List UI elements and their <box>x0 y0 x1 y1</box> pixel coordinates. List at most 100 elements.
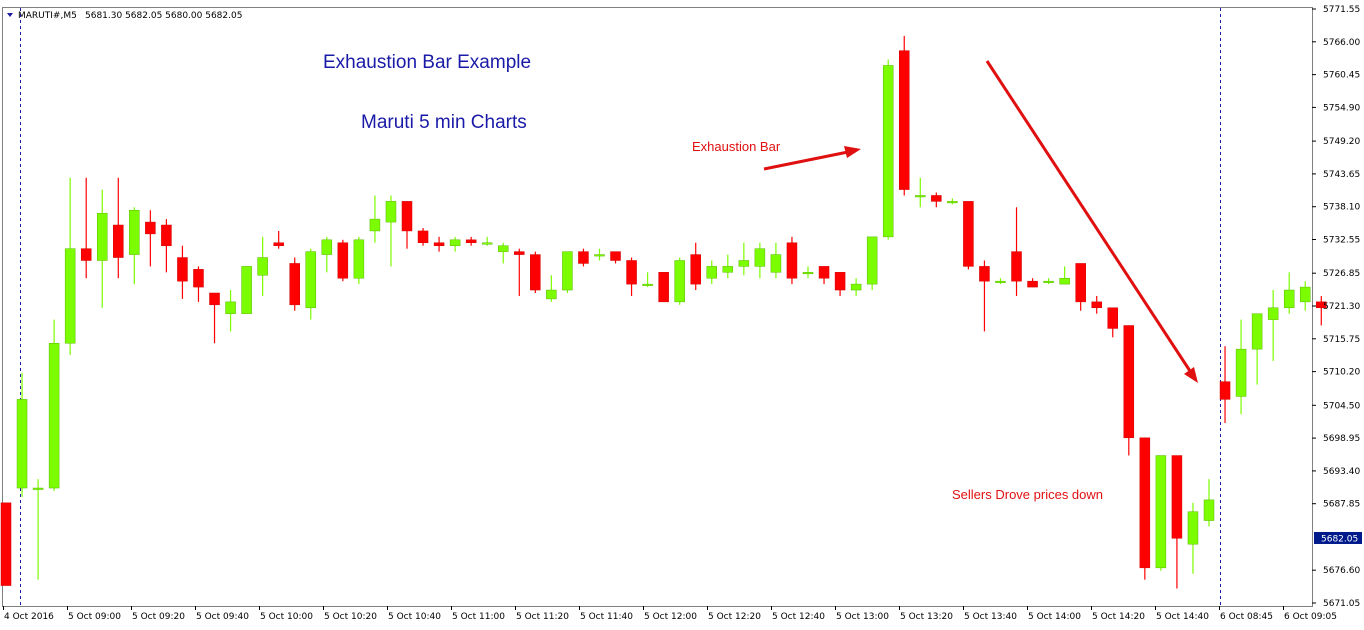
candle <box>1299 281 1311 311</box>
annotation-sellers-arrowhead <box>1184 367 1198 383</box>
ohlc-label: 5681.30 5682.05 5680.00 5682.05 <box>85 11 242 21</box>
candle <box>305 248 317 320</box>
candle <box>417 227 429 246</box>
candle <box>1203 479 1215 527</box>
annotation-sellers: Sellers Drove prices down <box>952 60 1198 502</box>
candle <box>465 236 477 246</box>
candle-body <box>0 502 12 586</box>
annotation-exhaustion-label: Exhaustion Bar <box>692 139 781 154</box>
candle <box>786 236 798 285</box>
annotation-exhaustion: Exhaustion Bar <box>692 139 861 171</box>
candle-body <box>578 251 589 264</box>
x-tick-label: 5 Oct 11:40 <box>580 612 633 622</box>
candle-body <box>1251 313 1263 350</box>
candle <box>963 201 974 270</box>
candle-body <box>193 269 204 288</box>
candle <box>497 242 509 264</box>
candle <box>64 177 76 356</box>
candle-body <box>113 224 124 258</box>
candle-body <box>1267 307 1279 320</box>
candle <box>1091 295 1102 314</box>
candle-body <box>834 272 846 291</box>
candle-body <box>225 301 236 314</box>
candle-body <box>32 487 44 490</box>
candle-body <box>289 263 300 306</box>
candle-body <box>770 254 782 273</box>
candle-body <box>594 254 605 257</box>
chart-title: Exhaustion Bar Example <box>323 52 531 73</box>
candle-body <box>129 210 140 255</box>
x-tick-label: 5 Oct 11:00 <box>452 612 505 622</box>
candle <box>337 239 349 282</box>
candle-body <box>1283 289 1295 309</box>
candle <box>642 272 653 288</box>
candle <box>1123 325 1135 456</box>
candle-body <box>738 260 750 267</box>
y-tick-label: 5760.45 <box>1323 71 1360 81</box>
header-dropdown-icon[interactable] <box>7 13 13 17</box>
candle <box>931 192 942 208</box>
candle-body <box>1203 499 1215 521</box>
candle <box>514 248 525 296</box>
y-tick-label: 5676.60 <box>1323 566 1360 576</box>
current-price-badge <box>1314 531 1362 544</box>
candle-body <box>449 239 461 246</box>
candle-body <box>433 242 445 246</box>
x-axis: 4 Oct 2016 5 Oct 09:00 5 Oct 09:20 5 Oct 09… <box>3 606 1337 622</box>
candle-body <box>514 251 525 255</box>
candle-body <box>273 242 284 246</box>
y-tick-label: 5710.20 <box>1323 368 1360 378</box>
candle <box>546 275 557 302</box>
candle <box>1155 455 1167 571</box>
candle <box>0 502 12 586</box>
candle <box>530 251 541 293</box>
candles <box>0 35 1327 589</box>
y-tick-label: 5715.75 <box>1323 335 1360 345</box>
annotation-sellers-label: Sellers Drove prices down <box>952 487 1103 502</box>
candle <box>1283 272 1295 314</box>
y-tick-label: 5766.00 <box>1323 38 1360 48</box>
y-tick-label: 5698.95 <box>1323 434 1360 444</box>
plot-frame <box>2 7 1313 607</box>
annotation-sellers-arrow <box>985 60 1192 372</box>
x-tick-label: 5 Oct 10:00 <box>260 612 313 622</box>
chart-header: MARUTI#,M5 5681.30 5682.05 5680.00 5682.… <box>7 11 242 21</box>
candle-body <box>850 283 862 291</box>
candle-body <box>96 212 108 261</box>
x-tick-label: 5 Oct 09:40 <box>196 612 249 622</box>
candle <box>738 242 750 276</box>
candle-body <box>690 254 701 285</box>
x-tick-label: 5 Oct 10:20 <box>324 612 377 622</box>
x-tick-label: 5 Oct 09:00 <box>68 612 121 622</box>
candle <box>113 177 124 279</box>
candle-body <box>546 289 557 300</box>
candle-body <box>1123 325 1135 439</box>
candle <box>915 177 926 208</box>
candle-body <box>915 195 926 198</box>
candle <box>1171 455 1183 589</box>
x-tick-label: 5 Oct 12:20 <box>708 612 761 622</box>
chart-subtitle: Maruti 5 min Charts <box>361 112 527 133</box>
candle-body <box>16 399 28 489</box>
candle <box>594 248 605 261</box>
candle-body <box>754 248 766 267</box>
candle <box>690 242 701 291</box>
candle <box>289 257 300 311</box>
candle-body <box>818 266 830 279</box>
candle <box>658 272 669 303</box>
candle-body <box>1027 280 1038 288</box>
candle-body <box>161 224 172 246</box>
candle <box>674 257 685 305</box>
candle-body <box>1011 251 1022 282</box>
x-tick-label: 5 Oct 14:20 <box>1092 612 1145 622</box>
candle-body <box>610 251 621 261</box>
candle <box>433 236 445 252</box>
candle-body <box>1091 301 1102 309</box>
candle <box>1235 319 1247 415</box>
candle-body <box>947 201 958 204</box>
candle-body <box>305 251 317 309</box>
candle-body <box>401 201 413 232</box>
candle <box>225 290 236 332</box>
